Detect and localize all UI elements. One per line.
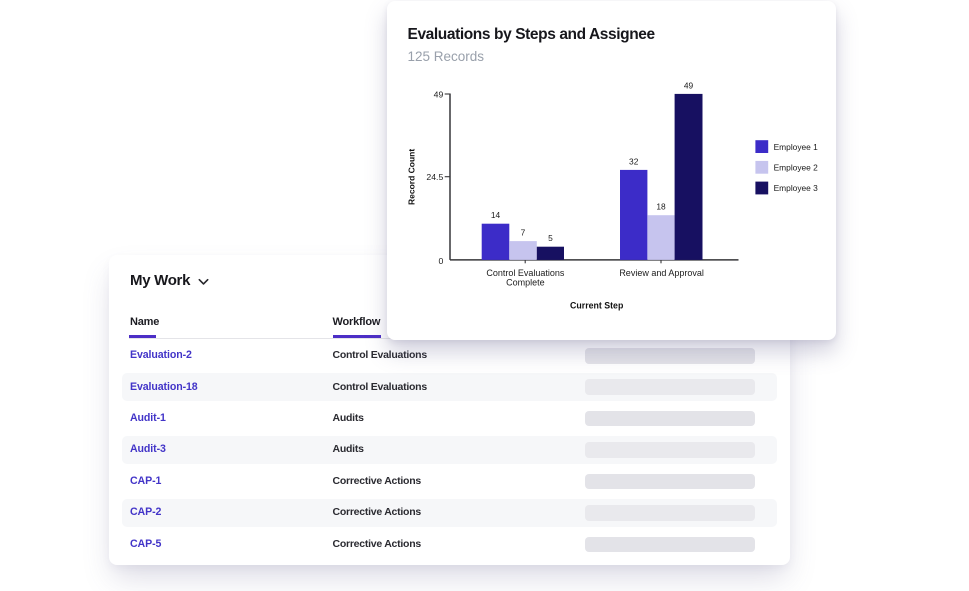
svg-text:24.5: 24.5 xyxy=(426,172,443,182)
svg-text:Current Step: Current Step xyxy=(570,300,624,310)
svg-text:Complete: Complete xyxy=(506,278,545,288)
svg-text:Review and Approval: Review and Approval xyxy=(619,268,704,278)
svg-text:Employee 2: Employee 2 xyxy=(773,163,818,173)
svg-text:5: 5 xyxy=(548,233,553,243)
svg-text:18: 18 xyxy=(656,202,666,212)
svg-text:Employee 3: Employee 3 xyxy=(773,183,818,193)
svg-text:49: 49 xyxy=(433,90,443,100)
svg-text:Employee 1: Employee 1 xyxy=(773,142,818,152)
svg-text:Control Evaluations: Control Evaluations xyxy=(486,268,565,278)
svg-text:14: 14 xyxy=(490,210,500,220)
svg-text:32: 32 xyxy=(629,156,639,166)
svg-text:0: 0 xyxy=(438,256,443,266)
svg-text:49: 49 xyxy=(683,80,693,90)
svg-text:7: 7 xyxy=(520,228,525,238)
svg-text:Record Count: Record Count xyxy=(406,149,416,205)
